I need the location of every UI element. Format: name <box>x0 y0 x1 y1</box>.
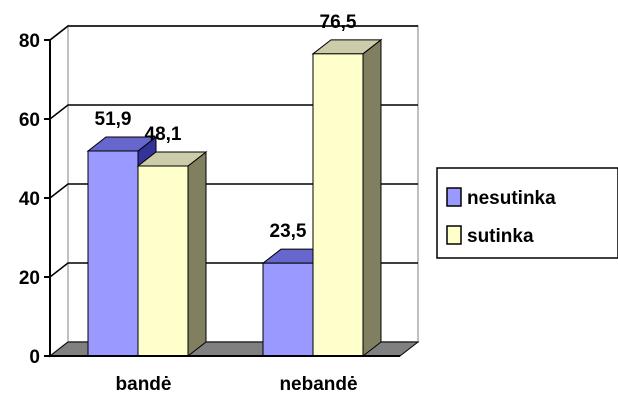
labels: 0 20 40 60 80 51,9 48,1 bandė 23,5 76,5 nebandė <box>19 12 358 395</box>
bars <box>86 38 383 358</box>
y-tick-label: 60 <box>19 110 40 131</box>
bar-sutinka-1 <box>312 53 364 357</box>
legend: nesutinka sutinka <box>436 167 618 259</box>
y-tick-label: 40 <box>19 189 40 210</box>
legend-box <box>436 167 618 259</box>
bar-nesutinka-0 <box>87 150 139 357</box>
y-tick-label: 80 <box>19 31 40 52</box>
y-tick-label: 0 <box>29 347 40 368</box>
data-label: 76,5 <box>320 12 357 33</box>
legend-label-sutinka: sutinka <box>467 226 534 247</box>
bar-sutinka-0 <box>137 165 189 357</box>
data-label: 23,5 <box>270 221 307 242</box>
bar-nesutinka-1 <box>262 262 314 357</box>
gridline <box>49 183 418 199</box>
legend-label-nesutinka: nesutinka <box>467 188 556 209</box>
legend-swatch-nesutinka <box>446 187 462 207</box>
x-category-label: bandė <box>116 374 172 395</box>
legend-swatch-sutinka <box>446 225 462 245</box>
bar-side <box>187 150 207 358</box>
axes <box>44 39 400 357</box>
gridline <box>49 25 418 41</box>
data-label: 48,1 <box>145 124 182 145</box>
gridline <box>49 104 418 120</box>
bar-side <box>362 38 382 358</box>
x-category-label: nebandė <box>279 374 357 395</box>
data-label: 51,9 <box>95 109 132 130</box>
y-tick-label: 20 <box>19 268 40 289</box>
